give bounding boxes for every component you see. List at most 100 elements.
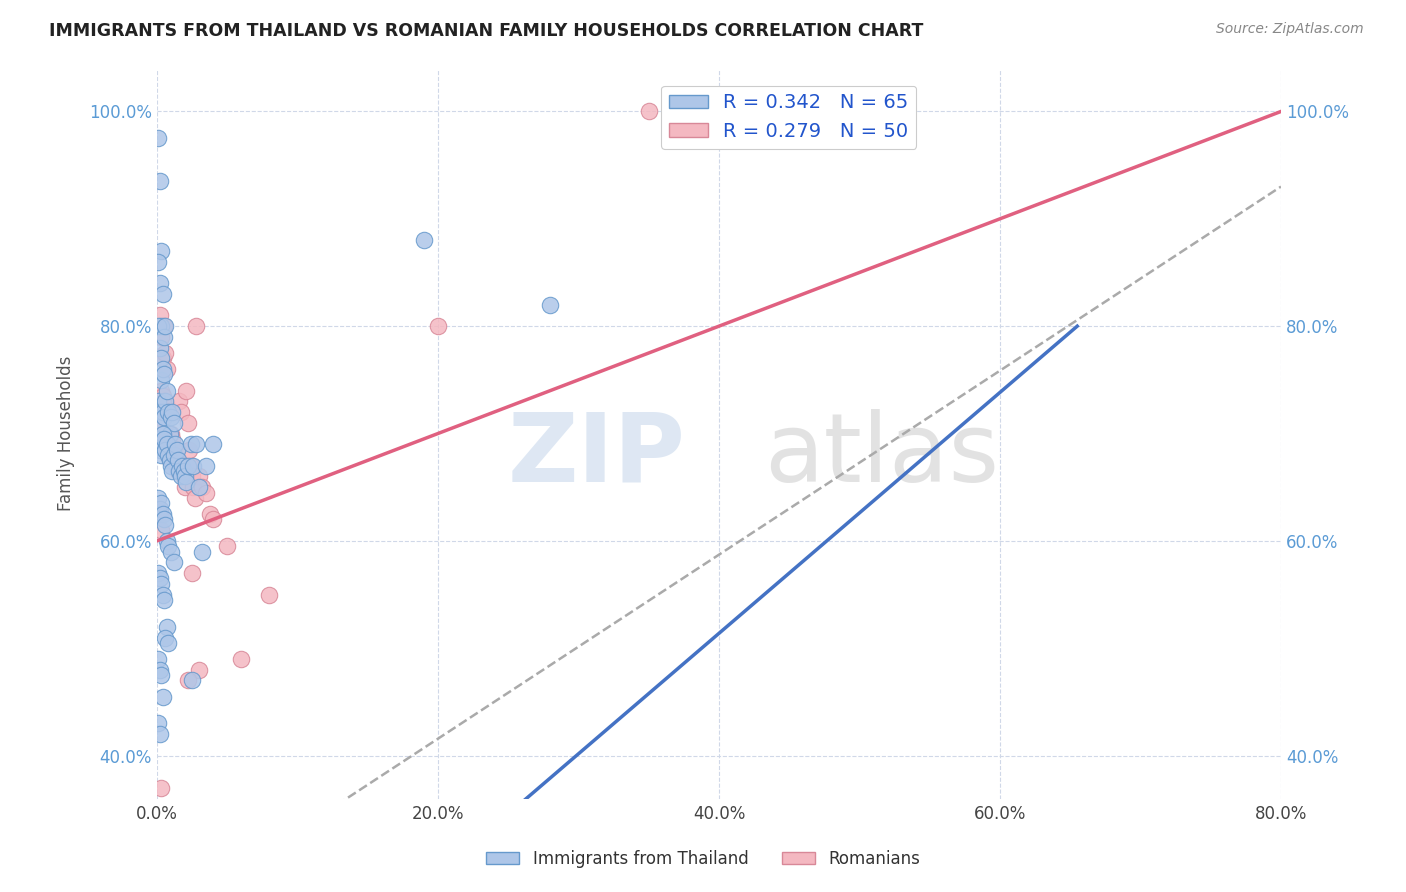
- Legend: Immigrants from Thailand, Romanians: Immigrants from Thailand, Romanians: [479, 844, 927, 875]
- Point: [188, 663, 211, 677]
- Point: [170, 469, 193, 483]
- Point: [153, 368, 176, 382]
- Point: [155, 437, 177, 451]
- Point: [181, 566, 204, 580]
- Point: [155, 517, 177, 532]
- Text: atlas: atlas: [763, 409, 1000, 502]
- Point: [156, 384, 179, 398]
- Point: [159, 453, 181, 467]
- Point: [191, 544, 214, 558]
- Point: [150, 244, 173, 258]
- Point: [149, 507, 172, 521]
- Point: [150, 330, 173, 344]
- Point: [184, 491, 207, 505]
- Point: [152, 362, 174, 376]
- Text: Source: ZipAtlas.com: Source: ZipAtlas.com: [1216, 22, 1364, 37]
- Point: [157, 405, 180, 419]
- Point: [163, 555, 186, 569]
- Point: [163, 442, 186, 457]
- Point: [150, 319, 173, 334]
- Point: [150, 496, 173, 510]
- Point: [148, 501, 170, 516]
- Point: [157, 636, 180, 650]
- Text: ZIP: ZIP: [508, 409, 685, 502]
- Point: [148, 394, 170, 409]
- Point: [538, 298, 561, 312]
- Point: [183, 480, 205, 494]
- Point: [152, 426, 174, 441]
- Text: IMMIGRANTS FROM THAILAND VS ROMANIAN FAMILY HOUSEHOLDS CORRELATION CHART: IMMIGRANTS FROM THAILAND VS ROMANIAN FAM…: [49, 22, 924, 40]
- Point: [155, 319, 177, 334]
- Point: [183, 458, 205, 473]
- Point: [157, 448, 180, 462]
- Point: [156, 362, 179, 376]
- Point: [152, 507, 174, 521]
- Point: [177, 416, 200, 430]
- Point: [157, 405, 180, 419]
- Point: [160, 410, 183, 425]
- Point: [170, 405, 193, 419]
- Point: [162, 405, 184, 419]
- Point: [152, 287, 174, 301]
- Point: [166, 453, 188, 467]
- Point: [188, 480, 211, 494]
- Point: [167, 464, 190, 478]
- Point: [179, 442, 201, 457]
- Point: [148, 566, 170, 580]
- Point: [152, 405, 174, 419]
- Point: [202, 437, 225, 451]
- Point: [181, 673, 204, 688]
- Point: [148, 254, 170, 268]
- Point: [148, 652, 170, 666]
- Point: [149, 663, 172, 677]
- Point: [188, 469, 211, 483]
- Point: [195, 458, 218, 473]
- Point: [172, 458, 194, 473]
- Point: [172, 458, 194, 473]
- Point: [153, 512, 176, 526]
- Point: [231, 652, 253, 666]
- Point: [155, 442, 177, 457]
- Point: [159, 426, 181, 441]
- Point: [165, 437, 187, 451]
- Point: [426, 319, 449, 334]
- Point: [180, 458, 202, 473]
- Point: [150, 384, 173, 398]
- Point: [150, 373, 173, 387]
- Point: [259, 588, 281, 602]
- Point: [153, 432, 176, 446]
- Point: [186, 437, 208, 451]
- Point: [637, 104, 659, 119]
- Point: [152, 426, 174, 441]
- Point: [149, 309, 172, 323]
- Point: [152, 389, 174, 403]
- Point: [163, 416, 186, 430]
- Point: [160, 426, 183, 441]
- Point: [174, 469, 197, 483]
- Point: [150, 405, 173, 419]
- Point: [165, 448, 187, 462]
- Point: [174, 480, 197, 494]
- Point: [148, 319, 170, 334]
- Point: [191, 480, 214, 494]
- Point: [202, 512, 225, 526]
- Point: [162, 464, 184, 478]
- Point: [155, 631, 177, 645]
- Point: [159, 453, 181, 467]
- Point: [148, 716, 170, 731]
- Point: [163, 448, 186, 462]
- Point: [152, 588, 174, 602]
- Point: [149, 416, 172, 430]
- Point: [150, 448, 173, 462]
- Point: [195, 485, 218, 500]
- Point: [156, 437, 179, 451]
- Point: [176, 475, 198, 489]
- Point: [167, 453, 190, 467]
- Point: [148, 432, 170, 446]
- Point: [176, 384, 198, 398]
- Point: [149, 501, 172, 516]
- Point: [156, 533, 179, 548]
- Point: [150, 416, 173, 430]
- Point: [177, 673, 200, 688]
- Y-axis label: Family Households: Family Households: [58, 356, 75, 511]
